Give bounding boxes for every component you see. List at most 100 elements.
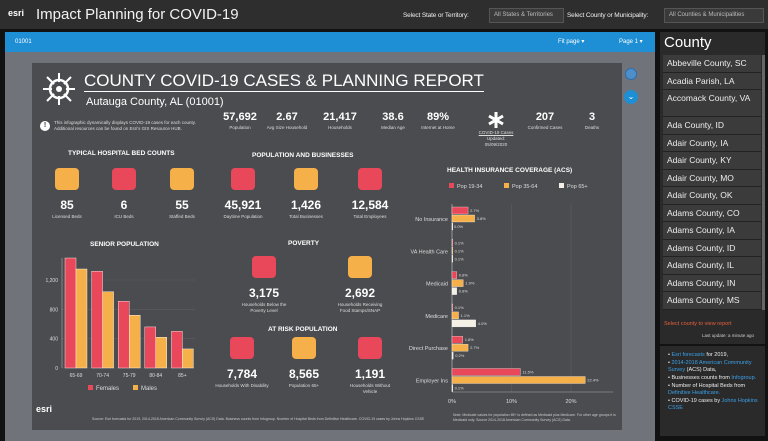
- x-tick-label: 10%: [506, 399, 517, 405]
- source-link[interactable]: Esri forecasts: [671, 352, 705, 358]
- bar-2: [451, 352, 454, 360]
- fit-page-button[interactable]: Fit page ▾: [558, 39, 585, 45]
- page-select[interactable]: Page 1 ▾: [619, 39, 643, 45]
- stat-label: Deaths: [584, 125, 600, 130]
- county-list-item[interactable]: Adair County, OK: [663, 187, 761, 205]
- metric-tile: 85 Licensed Beds: [40, 168, 94, 220]
- metric-value: 1,191: [354, 367, 386, 381]
- briefcase-icon: [358, 168, 382, 190]
- data-label: 2.7%: [470, 208, 480, 213]
- stat-sub: Updated: 05/09/2020: [484, 136, 508, 147]
- county-list-item[interactable]: Abbeville County, SC: [663, 55, 761, 73]
- county-list-item[interactable]: Adair County, KY: [663, 152, 761, 170]
- x-tick-label: 65-69: [70, 373, 83, 379]
- bar-2: [451, 287, 457, 295]
- metric-label: Households With Disability: [215, 383, 269, 388]
- factory-icon: [294, 168, 318, 190]
- bar-1: [451, 279, 464, 287]
- county-list-item[interactable]: Adams County, ID: [663, 239, 761, 257]
- source-link[interactable]: Definitive Healthcare.: [668, 390, 721, 396]
- county-list-item[interactable]: Accomack County, VA: [663, 90, 761, 117]
- bar-0: [451, 271, 457, 279]
- bar-1: [451, 247, 453, 255]
- state-select[interactable]: All States & Territories: [489, 8, 564, 23]
- county-select-value: All Counties & Municipalities: [669, 12, 745, 18]
- metric-value: 2,692: [344, 286, 376, 300]
- stat-value: 207: [535, 111, 555, 123]
- scroll-up-button[interactable]: [625, 68, 637, 80]
- source-text: COVID-19 cases by: [671, 398, 722, 404]
- stat-label: Internet at Home: [421, 125, 455, 130]
- stat-value: 3: [588, 111, 596, 123]
- county-list-item[interactable]: Adair County, MO: [663, 169, 761, 187]
- metric-label: Total Businesses: [289, 214, 323, 219]
- stat-1: 2.67 Avg Size Household: [266, 111, 308, 131]
- x-tick-label: 0%: [448, 399, 456, 405]
- metric-value: 1,426: [290, 198, 322, 212]
- bar-males: [75, 268, 88, 369]
- bar-2: [451, 319, 476, 328]
- county-list-scrollbar[interactable]: [762, 55, 765, 310]
- county-select[interactable]: All Counties & Municipalities: [664, 8, 764, 23]
- metric-value: 6: [120, 198, 128, 212]
- source-link[interactable]: Infogroup.: [731, 375, 757, 381]
- metric-tile: 6 ICU Beds: [97, 168, 151, 220]
- stat-value: 89%: [426, 111, 450, 123]
- metric-tile: 45,921 Daytime Population: [216, 168, 270, 220]
- data-label: 3.8%: [477, 216, 487, 221]
- metric-label: Households Receiving Food Stamps/SNAP: [337, 302, 383, 313]
- sources-panel: [660, 346, 765, 436]
- county-list-item[interactable]: Ada County, ID: [663, 117, 761, 135]
- stat-5[interactable]: COVID-19 Cases Updated: 05/09/2020: [475, 111, 517, 148]
- category-label: No Insurance: [415, 217, 448, 223]
- report-title: COUNTY COVID-19 CASES & PLANNING REPORT: [84, 71, 484, 92]
- bar-males: [128, 314, 141, 369]
- metric-label: Licensed Beds: [52, 214, 82, 219]
- source-text: (ACS) Data,: [685, 367, 717, 373]
- legend-swatch: [504, 183, 509, 188]
- county-list-item[interactable]: Acadia Parish, LA: [663, 72, 761, 90]
- scroll-down-button[interactable]: ⌄: [624, 90, 638, 104]
- no-vehicle-icon: [358, 337, 382, 359]
- metric-tile: 1,426 Total Businesses: [279, 168, 333, 220]
- info-icon: !: [40, 121, 50, 131]
- report-page: [32, 63, 622, 430]
- stat-7: 3 Deaths: [571, 111, 613, 131]
- bar-0: [451, 206, 469, 215]
- elderly-icon: [292, 337, 316, 359]
- bar-0: [451, 303, 453, 312]
- data-label: 0.1%: [455, 240, 465, 245]
- stat-0: 57,692 Population: [219, 111, 261, 131]
- wallet-icon: [348, 256, 372, 278]
- legend-swatch: [449, 183, 454, 188]
- county-select-label: Select County or Municipality:: [567, 12, 649, 19]
- bar-males: [102, 291, 114, 369]
- source-link[interactable]: 2014-2018 American Community Survey: [668, 360, 752, 373]
- metric-value: 55: [175, 198, 189, 212]
- category-label: Medicaid: [426, 282, 448, 288]
- stat-2: 21,417 Households: [319, 111, 361, 131]
- insurance-title: HEALTH INSURANCE COVERAGE (ACS): [447, 167, 573, 174]
- state-select-label: Select State or Territory:: [403, 12, 469, 19]
- medical-star-icon: [488, 112, 504, 128]
- legend-swatch: [559, 183, 564, 188]
- county-list-item[interactable]: Adair County, IA: [663, 134, 761, 152]
- stat-value: 2.67: [276, 111, 298, 123]
- metric-tile: 1,191 Households Without Vehicle: [343, 337, 397, 395]
- viewer-toolbar: 01001 Fit page ▾ Page 1 ▾: [5, 32, 655, 52]
- y-tick-label: 1,200: [45, 278, 58, 284]
- stethoscope-icon: [170, 168, 194, 190]
- data-label: 11.5%: [522, 370, 533, 375]
- app-title: Impact Planning for COVID-19: [36, 6, 239, 23]
- stat-value: 38.6: [382, 111, 404, 123]
- county-list-item[interactable]: Adams County, IL: [663, 257, 761, 275]
- risk-title: AT RISK POPULATION: [268, 326, 338, 333]
- county-list-item[interactable]: Adams County, IN: [663, 274, 761, 292]
- county-list-item[interactable]: Adams County, CO: [663, 204, 761, 222]
- county-list-item[interactable]: Adams County, IA: [663, 222, 761, 240]
- metric-tile: 2,692 Households Receiving Food Stamps/SN…: [333, 256, 387, 314]
- source-link[interactable]: Johns Hopkins CSSE: [668, 398, 758, 411]
- metric-tile: 55 Staffed Beds: [155, 168, 209, 220]
- county-list-item[interactable]: Adams County, MS: [663, 292, 761, 310]
- report-footer-source: Source: Esri forecasts for 2019, 2014-20…: [92, 417, 425, 421]
